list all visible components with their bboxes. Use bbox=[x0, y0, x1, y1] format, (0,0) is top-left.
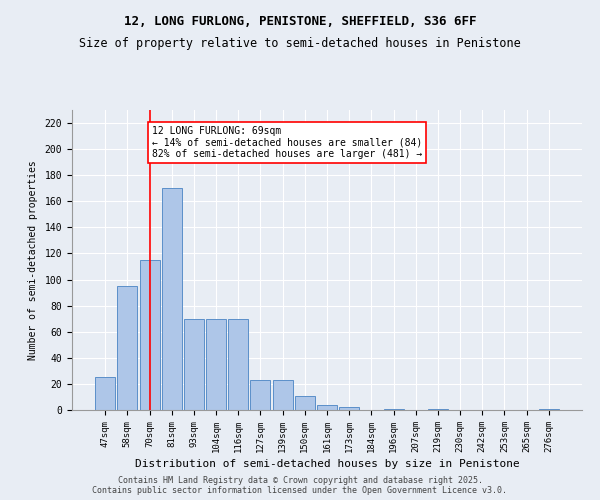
Text: 12, LONG FURLONG, PENISTONE, SHEFFIELD, S36 6FF: 12, LONG FURLONG, PENISTONE, SHEFFIELD, … bbox=[124, 15, 476, 28]
Bar bbox=[140, 260, 160, 410]
Bar bbox=[539, 408, 559, 410]
Bar bbox=[428, 408, 448, 410]
Text: Size of property relative to semi-detached houses in Penistone: Size of property relative to semi-detach… bbox=[79, 38, 521, 51]
Bar bbox=[206, 318, 226, 410]
Bar bbox=[118, 286, 137, 410]
Bar bbox=[250, 380, 271, 410]
Bar bbox=[272, 380, 293, 410]
Bar bbox=[228, 318, 248, 410]
Text: Contains HM Land Registry data © Crown copyright and database right 2025.
Contai: Contains HM Land Registry data © Crown c… bbox=[92, 476, 508, 495]
Bar bbox=[317, 405, 337, 410]
Bar bbox=[184, 318, 204, 410]
Bar bbox=[339, 408, 359, 410]
Bar bbox=[383, 408, 404, 410]
Bar bbox=[295, 396, 315, 410]
X-axis label: Distribution of semi-detached houses by size in Penistone: Distribution of semi-detached houses by … bbox=[134, 459, 520, 469]
Text: 12 LONG FURLONG: 69sqm
← 14% of semi-detached houses are smaller (84)
82% of sem: 12 LONG FURLONG: 69sqm ← 14% of semi-det… bbox=[152, 126, 422, 159]
Bar bbox=[162, 188, 182, 410]
Bar bbox=[95, 378, 115, 410]
Y-axis label: Number of semi-detached properties: Number of semi-detached properties bbox=[28, 160, 38, 360]
